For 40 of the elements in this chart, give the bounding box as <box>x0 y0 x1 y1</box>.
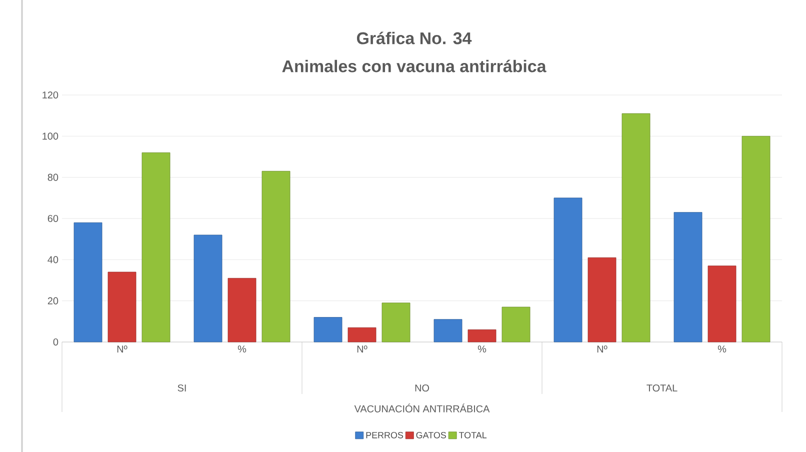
y-tick-label: 40 <box>48 256 58 264</box>
bar <box>314 317 342 342</box>
text: VACUNACIÓN ANTIRRÁBICA <box>354 404 490 412</box>
y-tick-label: 20 <box>48 297 58 304</box>
bar <box>674 212 702 342</box>
x-tick-label: % <box>238 346 246 352</box>
bar <box>588 257 616 342</box>
bar <box>194 234 222 342</box>
bar <box>742 136 770 342</box>
bar <box>554 198 582 342</box>
bar <box>708 266 736 342</box>
y-tick-label: 100 <box>42 132 58 140</box>
text: TOTAL <box>646 384 678 392</box>
x-tick-label: % <box>718 346 726 352</box>
bar <box>348 327 376 342</box>
x-tick-label: Nº <box>117 346 128 352</box>
x-tick-label: Nº <box>357 346 368 352</box>
x-tick-label: % <box>478 346 486 352</box>
bar <box>228 278 256 342</box>
legend-label: PERROS <box>366 432 404 438</box>
legend-label: TOTAL <box>458 432 487 438</box>
y-tick-label: 120 <box>42 91 58 99</box>
bar <box>434 319 462 342</box>
x-tick-label: Nº <box>597 346 608 352</box>
bar <box>262 170 290 342</box>
bar <box>468 329 496 342</box>
text: NO <box>415 384 430 392</box>
bar <box>74 222 102 342</box>
text: SI <box>178 384 186 392</box>
legend-label: GATOS <box>416 432 446 438</box>
bar <box>502 306 530 342</box>
y-tick-label: 0 <box>53 338 58 346</box>
bar <box>622 113 650 342</box>
y-tick-label: 60 <box>48 214 58 222</box>
bar <box>382 302 410 342</box>
chart-title: Gráfica No. 34 <box>356 32 472 44</box>
y-tick-label: 80 <box>48 174 58 181</box>
bar <box>108 272 136 342</box>
chart-subtitle: Animales con vacuna antirrábica <box>282 60 546 72</box>
bar <box>142 152 170 342</box>
